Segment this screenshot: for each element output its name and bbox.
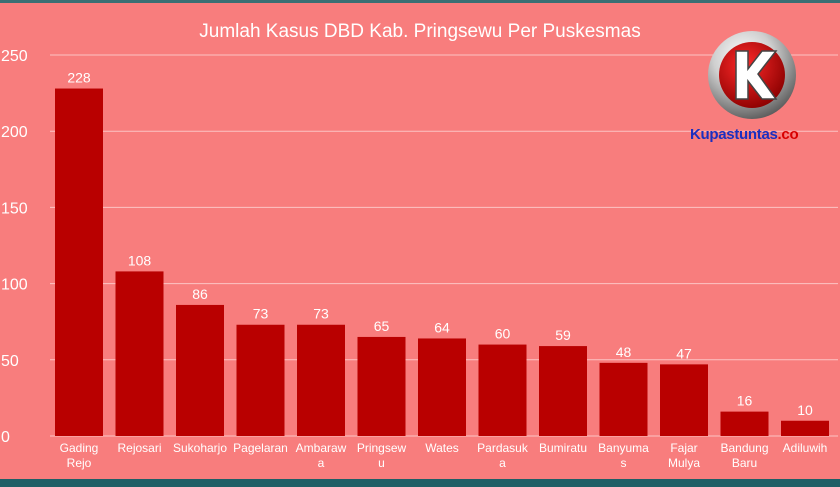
y-axis-ticks: 0 50 100 150 200 250 — [1, 48, 28, 446]
chart-title: Jumlah Kasus DBD Kab. Pringsewu Per Pusk… — [199, 21, 640, 42]
bar-value-label: 10 — [797, 402, 813, 418]
category-label: s — [621, 456, 627, 470]
category-label: Bandung — [720, 441, 768, 455]
bar-value-label: 60 — [495, 326, 511, 342]
bars — [55, 88, 829, 436]
category-label: u — [378, 456, 385, 470]
category-label: Banyuma — [598, 441, 649, 455]
bar-value-label: 16 — [737, 393, 753, 409]
category-label: Mulya — [668, 456, 700, 470]
logo-k-icon — [735, 50, 778, 100]
category-label: Pagelaran — [233, 441, 288, 455]
bar-value-label: 73 — [313, 306, 329, 322]
bar-value-label: 228 — [67, 70, 91, 86]
bar — [660, 364, 708, 436]
bar — [599, 362, 648, 436]
bar — [781, 420, 829, 436]
category-label: Fajar — [670, 441, 697, 455]
logo-text-dot: . — [778, 126, 782, 143]
logo-wordmark: Kupastuntas.co — [690, 126, 798, 143]
category-label: Gading — [60, 441, 99, 455]
bar-value-label: 73 — [253, 306, 269, 322]
bar-value-label: 59 — [555, 327, 571, 343]
category-label: Sukoharjo — [173, 441, 227, 455]
category-label: Pringsew — [357, 441, 407, 455]
category-label: Ambaraw — [296, 441, 347, 455]
category-label: Bumiratu — [539, 441, 587, 455]
bar — [720, 411, 769, 436]
bar-value-label: 65 — [374, 318, 390, 334]
bar-value-label: 64 — [434, 319, 450, 335]
bar — [115, 271, 164, 436]
logo-text-tld: co — [781, 126, 798, 143]
y-tick-label: 50 — [1, 353, 19, 370]
category-label: Pardasuk — [477, 441, 529, 455]
category-label: Wates — [425, 441, 459, 455]
category-label: Baru — [732, 456, 757, 470]
bar — [297, 324, 345, 436]
bar-chart: Jumlah Kasus DBD Kab. Pringsewu Per Pusk… — [1, 21, 838, 470]
bar-value-label: 86 — [192, 286, 208, 302]
bar — [539, 346, 587, 436]
y-tick-label: 150 — [1, 200, 28, 217]
category-label: a — [318, 456, 325, 470]
y-tick-label: 100 — [1, 277, 28, 294]
bar — [176, 304, 224, 436]
y-tick-label: 0 — [1, 429, 10, 446]
bar-value-label: 47 — [676, 345, 692, 361]
kupastuntas-logo: Kupastuntas.co — [690, 31, 799, 143]
bar — [418, 338, 466, 436]
category-label: Rejo — [67, 456, 92, 470]
y-tick-label: 250 — [1, 48, 28, 65]
logo-text-main: Kupastuntas — [690, 126, 778, 143]
bar — [236, 324, 285, 436]
value-labels: 228 108 86 73 73 65 64 60 59 48 47 16 10 — [67, 70, 813, 418]
bar — [357, 336, 406, 436]
category-label: a — [499, 456, 506, 470]
y-tick-label: 200 — [1, 124, 28, 141]
category-label: Rejosari — [117, 441, 161, 455]
category-label: Adiluwih — [783, 441, 828, 455]
bar — [55, 88, 103, 436]
bar — [478, 344, 527, 436]
bar-value-label: 48 — [616, 344, 632, 360]
bar-value-label: 108 — [128, 252, 152, 268]
